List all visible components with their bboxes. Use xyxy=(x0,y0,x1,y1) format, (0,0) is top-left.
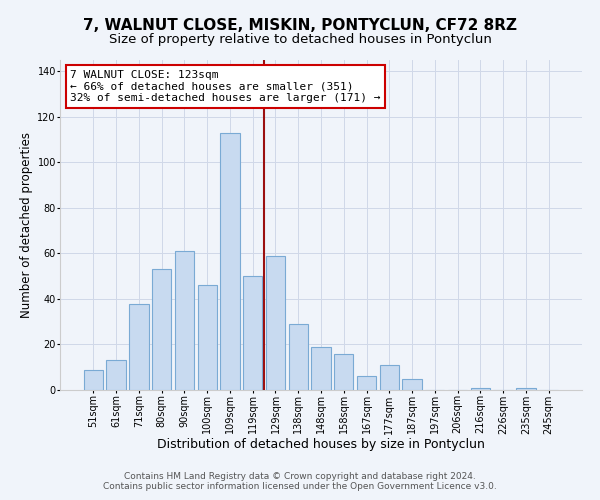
Text: Contains HM Land Registry data © Crown copyright and database right 2024.: Contains HM Land Registry data © Crown c… xyxy=(124,472,476,481)
Bar xyxy=(243,276,262,390)
Bar xyxy=(106,360,126,390)
Bar xyxy=(175,251,194,390)
Bar xyxy=(289,324,308,390)
Bar xyxy=(357,376,376,390)
X-axis label: Distribution of detached houses by size in Pontyclun: Distribution of detached houses by size … xyxy=(157,438,485,450)
Bar xyxy=(84,370,103,390)
Text: 7 WALNUT CLOSE: 123sqm
← 66% of detached houses are smaller (351)
32% of semi-de: 7 WALNUT CLOSE: 123sqm ← 66% of detached… xyxy=(70,70,381,103)
Bar xyxy=(197,286,217,390)
Text: 7, WALNUT CLOSE, MISKIN, PONTYCLUN, CF72 8RZ: 7, WALNUT CLOSE, MISKIN, PONTYCLUN, CF72… xyxy=(83,18,517,32)
Text: Contains public sector information licensed under the Open Government Licence v3: Contains public sector information licen… xyxy=(103,482,497,491)
Bar xyxy=(152,270,172,390)
Bar xyxy=(516,388,536,390)
Bar xyxy=(403,378,422,390)
Bar xyxy=(470,388,490,390)
Bar xyxy=(129,304,149,390)
Bar xyxy=(266,256,285,390)
Bar xyxy=(311,347,331,390)
Bar xyxy=(380,365,399,390)
Bar xyxy=(334,354,353,390)
Bar xyxy=(220,133,239,390)
Text: Size of property relative to detached houses in Pontyclun: Size of property relative to detached ho… xyxy=(109,32,491,46)
Y-axis label: Number of detached properties: Number of detached properties xyxy=(20,132,33,318)
